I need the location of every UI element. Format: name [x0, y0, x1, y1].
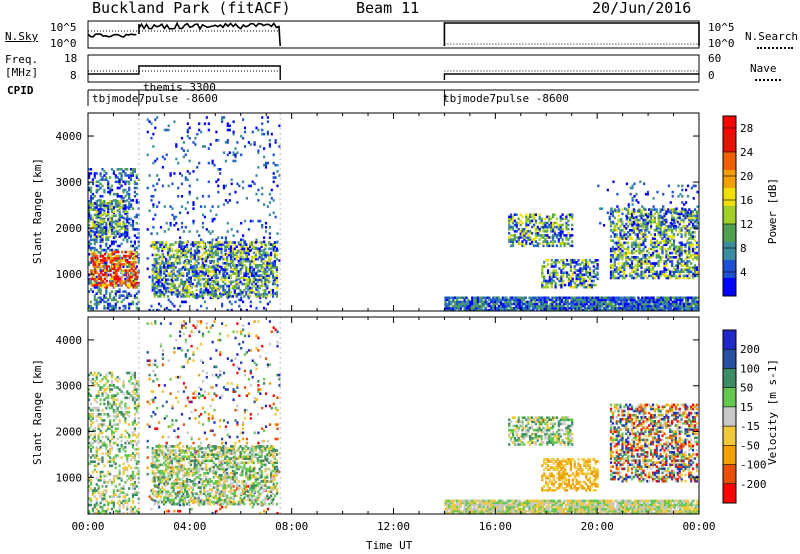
nave-tick-bottom: 0	[708, 69, 715, 82]
power-colorbar-tick-label-0: 4	[740, 266, 747, 279]
power-colorbar-tick-label-3: 16	[740, 194, 753, 207]
power-colorbar-tick-label-2: 12	[740, 218, 753, 231]
power-colorbar-tick-label-1: 8	[740, 242, 747, 255]
power-colorbar-seg-4	[723, 188, 736, 207]
velocity-colorbar-tick-label-5: -50	[740, 439, 760, 452]
velocity-colorbar-tick-label-7: -200	[740, 478, 767, 491]
nave-label: Nave	[750, 62, 777, 75]
velocity-colorbar-tick-label-2: 50	[740, 382, 753, 395]
nsky-trace-1	[87, 33, 137, 38]
freq-tick-top: 18	[64, 52, 78, 65]
power-colorbar-seg-3	[723, 170, 736, 189]
power-colorbar-seg-8	[723, 260, 736, 279]
velocity-colorbar-tick-label-1: 100	[740, 362, 760, 375]
power-ytick-label-0: 1000	[56, 268, 83, 281]
freq-panel-frame	[87, 54, 700, 83]
xtick-label-0: 00:00	[71, 520, 104, 533]
velocity-colorbar-seg-5	[723, 426, 736, 446]
freq-tick-bottom: 8	[70, 69, 77, 82]
xtick-label-1: 04:00	[173, 520, 206, 533]
velocity-colorbar-tick-label-4: -15	[740, 420, 760, 433]
velocity-ytick-label-3: 4000	[56, 334, 83, 347]
xtick-label-5: 20:00	[581, 520, 614, 533]
power-colorbar-seg-6	[723, 224, 736, 243]
power-ytick-label-2: 3000	[56, 176, 83, 189]
power-colorbar-seg-5	[723, 206, 736, 225]
nave-legend-line	[755, 79, 781, 81]
velocity-colorbar-tick-label-0: 200	[740, 343, 760, 356]
power-colorbar-seg-9	[723, 278, 736, 297]
velocity-colorbar-tick-label-3: 15	[740, 401, 753, 414]
velocity-colorbar-seg-4	[723, 406, 736, 427]
nsearch-legend-line	[757, 47, 793, 49]
date-title: 20/Jun/2016	[592, 0, 692, 17]
nsky-tick-top: 10^5	[50, 21, 77, 34]
power-colorbar-seg-1	[723, 134, 736, 153]
nsearch-label: N.Search	[745, 30, 798, 43]
nsky-tick-bottom: 10^0	[50, 37, 77, 50]
cpid-entry-1: themis 3300	[143, 81, 216, 94]
velocity-colorbar-frame	[722, 329, 737, 504]
power-ytick-label-3: 4000	[56, 130, 83, 143]
cpid-entry-0: tbjmode7pulse -8600	[92, 92, 218, 105]
nave-tick-top: 60	[708, 52, 722, 65]
power-colorbar-frame	[722, 115, 737, 297]
nsky-trace-2	[138, 21, 282, 47]
freq-label: Freq.	[5, 53, 39, 66]
freq-unit-label: [MHz]	[5, 66, 39, 79]
velocity-ytick-label-0: 1000	[56, 471, 83, 484]
velocity-colorbar-seg-3	[723, 387, 736, 408]
nsearch-tick-top: 10^5	[708, 21, 735, 34]
power-ytick-label-1: 2000	[56, 222, 83, 235]
station-title: Buckland Park (fitACF)	[92, 0, 291, 17]
power-colorbar-tick-label-5: 24	[740, 146, 754, 159]
beam-title: Beam 11	[356, 0, 420, 17]
power-colorbar-seg-2	[723, 152, 736, 171]
velocity-ytick-label-2: 3000	[56, 380, 83, 393]
power-colorbar-tick-label-6: 28	[740, 122, 753, 135]
velocity-colorbar-seg-7	[723, 464, 736, 485]
nsky-label: N.Sky	[5, 30, 39, 43]
power-colorbar-seg-0	[723, 116, 736, 135]
xtick-label-4: 16:00	[479, 520, 512, 533]
velocity-colorbar-seg-0	[723, 330, 736, 350]
power-colorbar-seg-7	[723, 242, 736, 261]
velocity-ytick-label-1: 2000	[56, 426, 83, 439]
x-axis-title: Time UT	[366, 539, 413, 552]
cpid-entry-2: tbjmode7pulse -8600	[443, 92, 569, 105]
xtick-label-6: 00:00	[682, 520, 715, 533]
xtick-label-2: 08:00	[275, 520, 308, 533]
xtick-label-3: 12:00	[377, 520, 410, 533]
velocity-colorbar-seg-8	[723, 483, 736, 504]
power-heatmap-cells	[88, 116, 699, 312]
power-colorbar-tick-label-4: 20	[740, 170, 753, 183]
nsearch-tick-bottom: 10^0	[708, 37, 735, 50]
velocity-colorbar-seg-6	[723, 445, 736, 465]
cpid-label: CPID	[7, 84, 34, 97]
velocity-colorbar-tick-label-6: -100	[740, 459, 767, 472]
freq-trace-1	[88, 65, 281, 80]
velocity-heatmap-cells	[88, 320, 699, 515]
velocity-colorbar-seg-2	[723, 368, 736, 389]
velocity-colorbar-seg-1	[723, 349, 736, 369]
nsky-trace-3	[443, 22, 700, 46]
freq-trace-2	[443, 73, 699, 80]
